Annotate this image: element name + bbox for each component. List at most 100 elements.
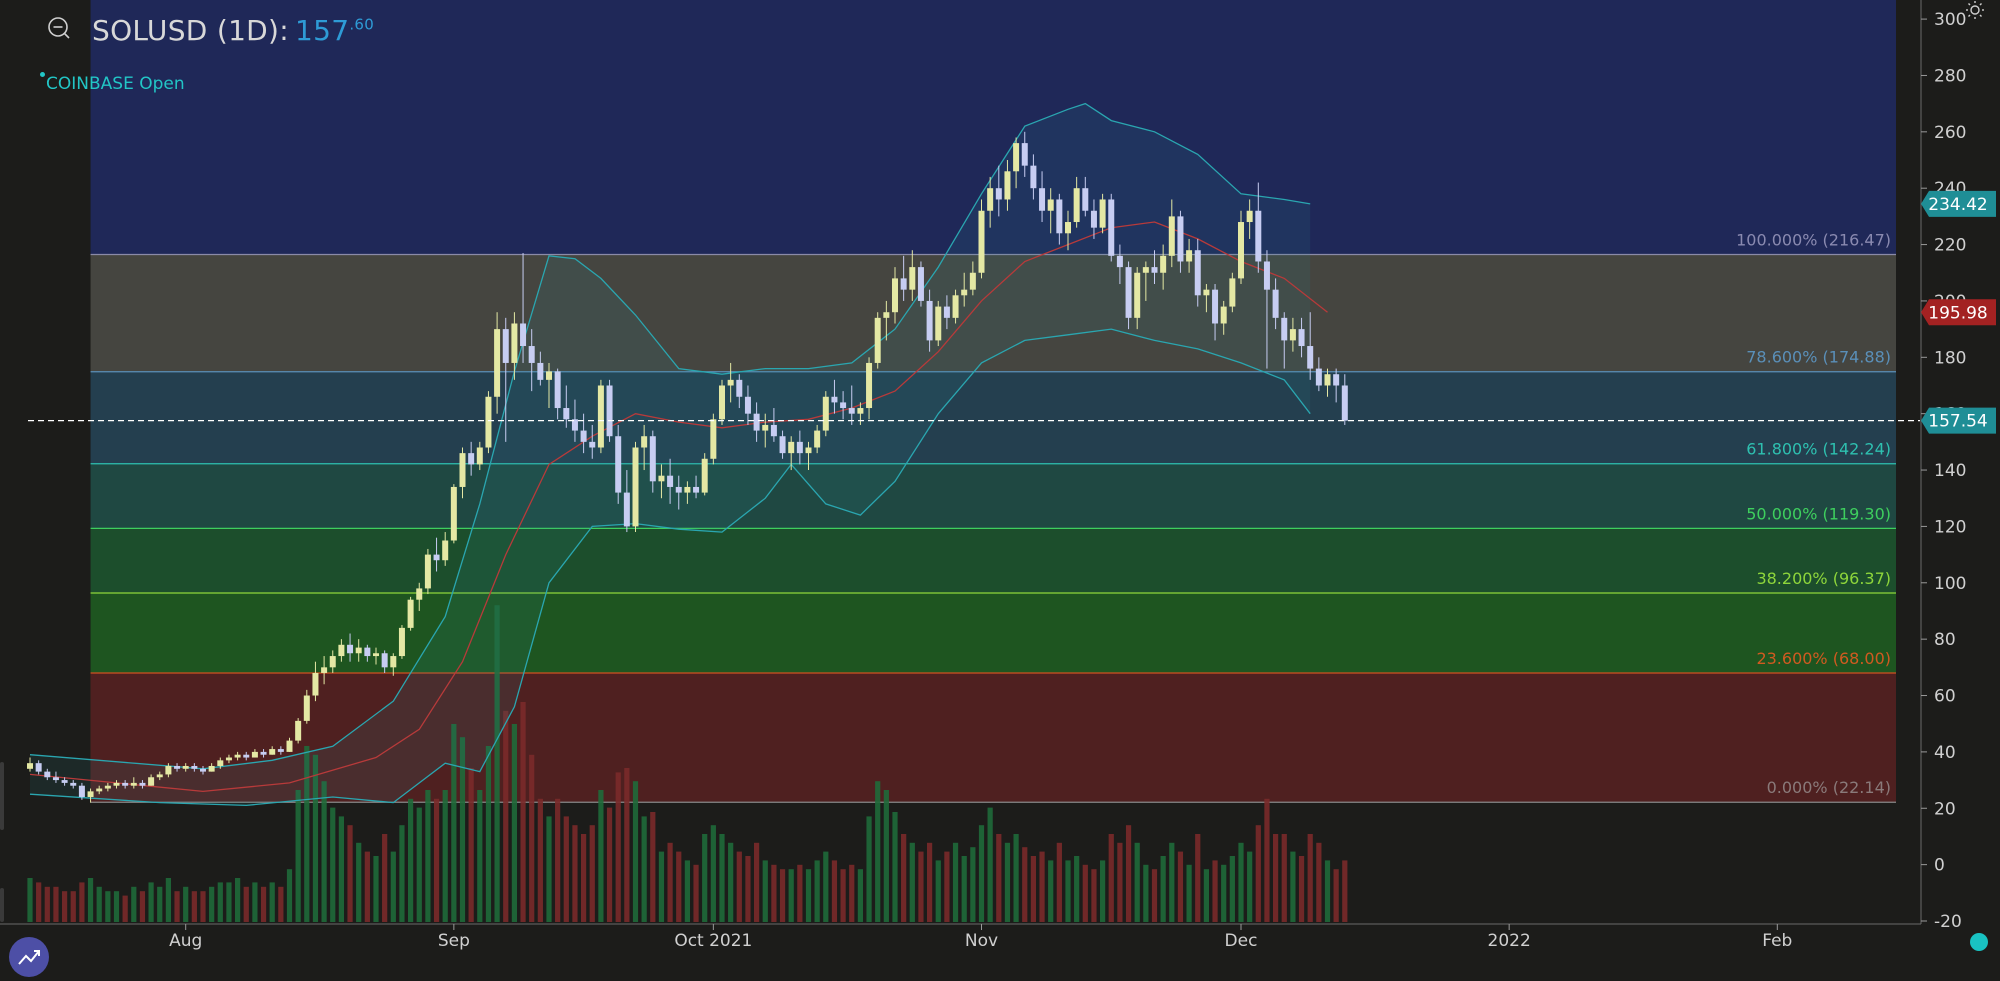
volume-bar — [797, 864, 803, 922]
trend-logo-button[interactable] — [9, 937, 49, 977]
price-tick-label: 40 — [1934, 743, 1956, 763]
candle — [744, 385, 751, 425]
volume-bar — [555, 798, 561, 922]
candle-body — [355, 647, 362, 654]
volume-bar — [1333, 869, 1339, 922]
volume-bar — [875, 781, 881, 922]
volume-bar — [105, 891, 111, 922]
candle-body — [303, 695, 310, 721]
candle-body — [1151, 267, 1158, 273]
volume-bar — [1316, 842, 1322, 922]
volume-bar — [849, 864, 855, 922]
candle-body — [1333, 374, 1340, 386]
candle — [191, 763, 198, 772]
left-panel-handle[interactable] — [0, 762, 4, 830]
volume-bar — [589, 825, 595, 922]
left-panel-handle-lower[interactable] — [0, 888, 4, 922]
candle-body — [866, 362, 873, 409]
volume-bar — [1125, 825, 1132, 922]
candle-body — [61, 780, 68, 783]
candle — [476, 441, 483, 471]
volume-bar — [736, 851, 742, 922]
volume-bar — [771, 864, 777, 922]
candle — [1065, 210, 1071, 251]
volume-bar — [1013, 834, 1019, 922]
time-axis[interactable]: Aug Sep Oct 2021 Nov Dec 2022 Feb — [0, 923, 1921, 951]
candle — [1298, 317, 1305, 358]
volume-bar — [416, 807, 422, 922]
candle-body — [1263, 261, 1270, 290]
scroll-to-latest-button[interactable] — [1970, 933, 1988, 951]
volume-bar — [970, 847, 976, 922]
candle-body — [1082, 188, 1089, 211]
candle — [736, 374, 743, 409]
volume-bar — [1290, 851, 1296, 922]
volume-bar — [745, 856, 751, 922]
volume-bar — [1039, 851, 1045, 922]
volume-bar — [347, 825, 353, 922]
fib-band — [90, 254, 1896, 372]
candle — [27, 757, 33, 772]
price-tick-label: 120 — [1934, 517, 1966, 537]
candle-body — [1108, 199, 1115, 256]
volume-bar — [529, 754, 535, 922]
candle-body — [1220, 306, 1227, 324]
price-tick-label: 300 — [1934, 10, 1966, 30]
fib-band — [90, 371, 1896, 464]
candle — [1160, 244, 1167, 290]
price-tag-label: 234.42 — [1928, 195, 1987, 215]
candle — [485, 391, 492, 454]
candle-body — [1307, 346, 1314, 369]
candle — [1246, 199, 1253, 239]
candle — [987, 176, 994, 228]
price-tag — [1921, 407, 1996, 434]
volume-bar — [1048, 860, 1054, 922]
candle — [96, 785, 103, 795]
volume-bar — [451, 724, 457, 922]
candle-body — [649, 436, 656, 482]
fib-level-label: 0.000% (22.14) — [1767, 778, 1891, 797]
candlesticks[interactable] — [27, 131, 1920, 803]
volume-bar — [269, 882, 275, 922]
theme-toggle-icon[interactable] — [1962, 0, 1988, 22]
candle — [1151, 250, 1158, 285]
fibonacci-retracement[interactable] — [90, 0, 1896, 803]
volume-bar — [260, 886, 267, 922]
candle-body — [822, 396, 829, 431]
candle-body — [1160, 255, 1167, 273]
candle-body — [701, 458, 708, 493]
candle — [805, 441, 812, 471]
candle — [35, 760, 42, 775]
volume-bar — [1221, 864, 1227, 922]
candle-body — [139, 782, 146, 786]
volume-bar — [572, 825, 578, 922]
zoom-out-icon[interactable] — [47, 16, 71, 40]
candle-body — [632, 447, 639, 527]
volume-bar — [425, 790, 431, 922]
candle — [424, 548, 431, 595]
candle — [468, 441, 475, 476]
volume-bar — [909, 842, 915, 922]
candle-body — [96, 788, 103, 792]
volume-bar — [779, 869, 786, 922]
candle-body — [398, 627, 405, 657]
candle-body — [1013, 143, 1020, 172]
candle-body — [381, 653, 388, 668]
volume-bar — [857, 869, 863, 922]
candle-body — [1229, 278, 1236, 307]
candle-body — [1289, 329, 1296, 341]
candle-body — [848, 408, 855, 414]
volume-bar — [1264, 798, 1270, 922]
volume-bar — [1186, 864, 1192, 922]
candle-body — [926, 300, 933, 341]
candle-body — [286, 740, 293, 752]
volume-bar — [390, 851, 396, 922]
volume-bar — [286, 869, 293, 922]
candle-body — [1238, 222, 1244, 279]
price-axis[interactable]: -200204060801001201401601802002202402602… — [1920, 0, 2000, 968]
candle-body — [1056, 199, 1063, 234]
market-status-dot — [40, 72, 45, 77]
candle — [347, 633, 354, 662]
candle-body — [130, 782, 137, 786]
